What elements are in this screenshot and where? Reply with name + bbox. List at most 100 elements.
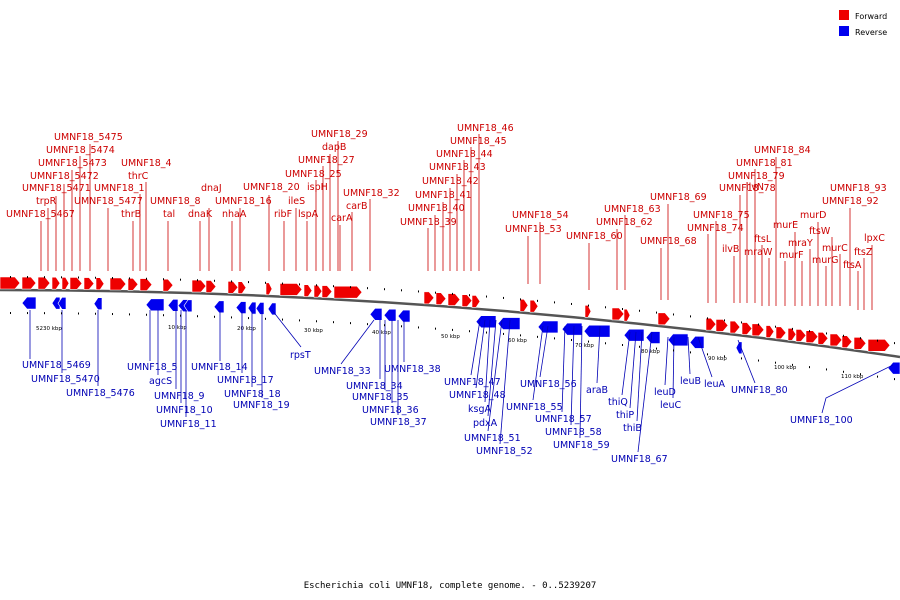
reverse-gene-arrow	[397, 309, 411, 323]
reverse-gene-arrow	[735, 341, 743, 355]
reverse-gene-label: thiP	[616, 410, 634, 421]
tick-label: 80 kbp	[641, 349, 660, 355]
forward-gene-label: UMNF18_41	[415, 190, 472, 201]
forward-gene-label: UMNF18_5474	[46, 145, 115, 156]
forward-gene-label: ftsA	[843, 260, 862, 271]
forward-gene-label: UMNF18_5472	[30, 171, 99, 182]
reverse-gene-label: ksgA	[468, 404, 491, 415]
forward-gene-arrow	[795, 329, 807, 342]
reverse-gene-label: UMNF18_34	[346, 381, 403, 392]
forward-gene-arrow	[205, 280, 217, 293]
forward-gene-label: mraW	[744, 247, 773, 258]
forward-gene-arrow	[279, 283, 303, 296]
reverse-gene-label: leuB	[680, 376, 701, 387]
forward-gene-label: UMNF18_44	[436, 149, 493, 160]
tick-label: 50 kbp	[441, 334, 460, 340]
forward-gene-arrow	[715, 319, 729, 332]
forward-gene-arrow	[751, 323, 765, 337]
forward-gene-label: UMNF18_53	[505, 224, 562, 235]
forward-gene-arrow	[333, 285, 363, 299]
forward-gene-arrow	[227, 281, 239, 294]
legend-reverse-swatch	[839, 26, 849, 36]
forward-gene-label: UMNF18_69	[650, 192, 707, 203]
tick-label: 20 kbp	[237, 326, 256, 332]
legend-reverse-label: Reverse	[855, 28, 887, 37]
forward-gene-label: UMNF18_16	[215, 196, 272, 207]
tick-label: 5230 kbp	[36, 326, 62, 332]
forward-gene-arrow	[61, 277, 70, 290]
forward-gene-label: dnaK	[188, 209, 213, 220]
forward-gene-label: murE	[773, 220, 798, 231]
forward-gene-arrow	[139, 278, 153, 291]
forward-gene-label: UMNF18_8	[150, 196, 201, 207]
forward-gene-label: murC	[822, 243, 848, 254]
forward-gene-label: UMNF18_46	[457, 123, 514, 134]
forward-gene-label: UMNF18_42	[422, 176, 479, 187]
reverse-gene-label: leuC	[660, 400, 682, 411]
reverse-gene-label: UMNF18_47	[444, 377, 501, 388]
tick-label: 90 kbp	[708, 356, 727, 362]
reverse-gene-arrow	[645, 331, 661, 344]
forward-gene-label: ftsZ	[854, 247, 873, 258]
forward-gene-label: UMNF18_84	[754, 145, 811, 156]
reverse-gene-label: araB	[586, 385, 608, 396]
genome-backbone	[0, 288, 900, 359]
forward-gene-label: UMNF18_40	[408, 203, 465, 214]
forward-gene-label: ilvB	[722, 244, 739, 255]
forward-gene-label: UMNF18_5473	[38, 158, 107, 169]
forward-gene-label: UMNF18_62	[596, 217, 653, 228]
forward-gene-arrow	[461, 294, 473, 307]
forward-gene-label: ribF	[274, 209, 292, 220]
forward-gene-arrow	[741, 322, 753, 335]
forward-gene-arrow	[0, 276, 21, 290]
forward-gene-arrow	[775, 326, 787, 340]
forward-gene-label: UMNF18_32	[343, 188, 400, 199]
forward-labels: UMNF18_5475 UMNF18_5474 UMNF18_5473 UMNF…	[6, 123, 887, 271]
reverse-gene-label: UMNF18_56	[520, 379, 577, 390]
reverse-gene-arrow	[623, 328, 645, 342]
forward-gene-label: carA	[331, 213, 353, 224]
forward-gene-label: UMNF18_39	[400, 217, 457, 228]
reverse-gene-arrow	[475, 315, 497, 329]
reverse-gene-label: UMNF18_59	[553, 440, 610, 451]
forward-gene-label: UMNF18_5467	[6, 209, 75, 220]
forward-gene-label: UMNF18_43	[429, 162, 486, 173]
forward-gene-arrow	[321, 285, 333, 298]
reverse-gene-label: leuD	[654, 387, 676, 398]
tick-label: 110 kbp	[841, 374, 864, 380]
forward-leaders	[40, 134, 873, 310]
reverse-gene-arrow	[583, 324, 611, 338]
reverse-gene-label: UMNF18_5476	[66, 388, 135, 399]
reverse-gene-label: UMNF18_55	[506, 402, 563, 413]
forward-gene-label: thrB	[121, 209, 141, 220]
reverse-gene-arrow	[235, 301, 247, 314]
tick-label: 60 kbp	[508, 338, 527, 344]
reverse-gene-arrow	[57, 296, 67, 310]
reverse-gene-label: thiQ	[608, 397, 628, 408]
reverse-gene-label: UMNF18_80	[731, 385, 788, 396]
forward-gene-arrow	[829, 333, 843, 347]
map-caption: Escherichia coli UMNF18, complete genome…	[304, 581, 597, 591]
forward-gene-label: ispH	[307, 182, 328, 193]
reverse-gene-label: UMNF18_100	[790, 415, 853, 426]
forward-gene-label: UMNF18_92	[822, 196, 879, 207]
forward-gene-arrow	[519, 299, 529, 312]
forward-gene-arrow	[162, 278, 174, 292]
scale-dots	[10, 276, 895, 381]
reverse-gene-label: UMNF18_52	[476, 446, 533, 457]
reverse-gene-arrow	[183, 299, 193, 313]
forward-gene-arrow	[237, 281, 247, 294]
reverse-gene-arrow	[247, 301, 257, 315]
forward-gene-label: UMNF18_4	[121, 158, 172, 169]
reverse-gene-arrow	[93, 297, 103, 311]
reverse-gene-label: rpsT	[290, 350, 311, 361]
reverse-gene-label: UMNF18_51	[464, 433, 521, 444]
forward-gene-label: UMNF18_74	[687, 223, 744, 234]
legend: Forward Reverse	[839, 10, 887, 37]
forward-gene-arrow	[51, 276, 61, 290]
forward-gene-label: murD	[800, 210, 827, 221]
forward-gene-arrow	[109, 277, 127, 291]
forward-gene-arrow	[471, 295, 481, 308]
tick-label: 100 kbp	[774, 365, 797, 371]
